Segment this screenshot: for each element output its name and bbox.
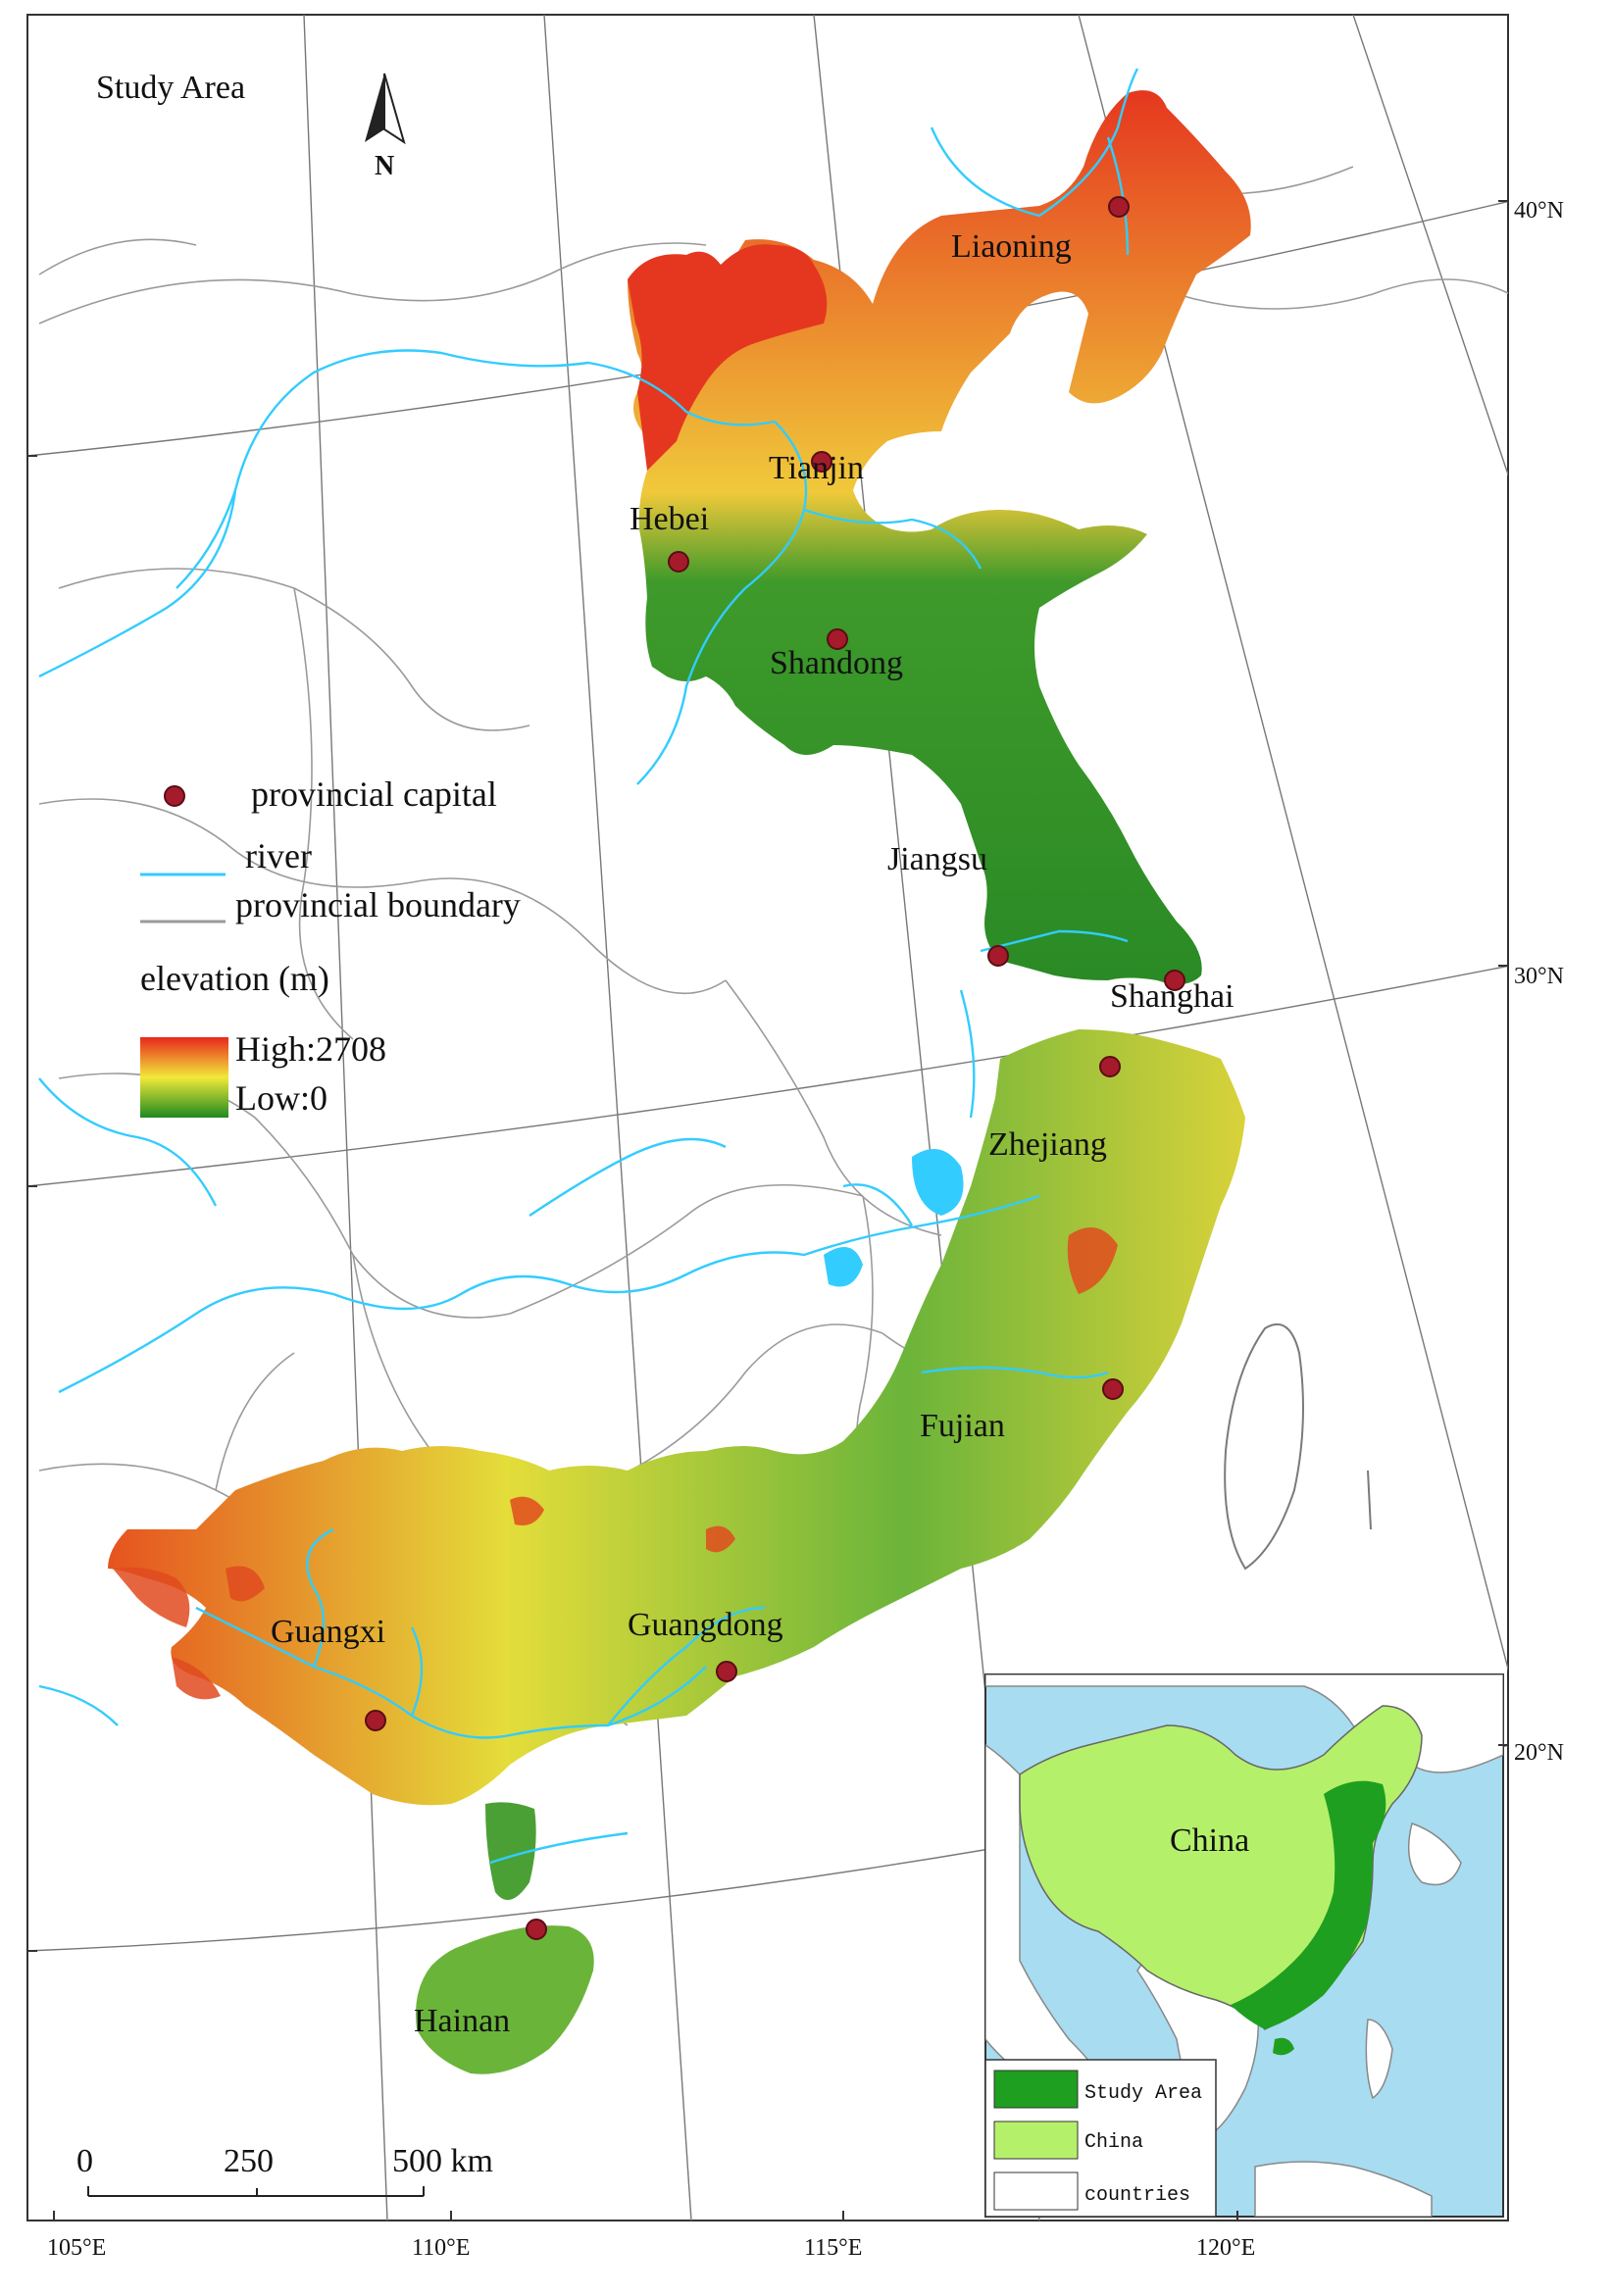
map-legend: provincial capital river provincial boun…: [140, 774, 521, 1118]
province-label-hainan: Hainan: [414, 2003, 510, 2039]
capital-marker: [987, 945, 1009, 967]
province-label-shanghai: Shanghai: [1110, 978, 1234, 1015]
lon-label-110e: 110°E: [412, 2235, 470, 2261]
inset-legend-study-swatch: [993, 2070, 1079, 2109]
scale-bar: 0 250 500 km: [76, 2143, 493, 2197]
north-arrow: N: [365, 73, 406, 181]
inset-legend-study-label: Study Area: [1084, 2082, 1202, 2105]
inset-map: China Study Area China countries: [984, 1673, 1504, 2218]
scale-tick-0: 0: [76, 2143, 93, 2179]
capital-marker: [811, 451, 832, 473]
inset-study-area: [1231, 1780, 1386, 2029]
inset-legend-china-label: China: [1084, 2131, 1143, 2154]
province-label-guangdong: Guangdong: [628, 1607, 783, 1643]
legend-elevation-low: Low:0: [235, 1078, 327, 1118]
north-arrow-label: N: [375, 151, 394, 181]
legend-boundary-label: provincial boundary: [235, 885, 521, 924]
inset-legend-countries-label: countries: [1084, 2184, 1190, 2207]
inset-legend: Study Area China countries: [985, 2059, 1217, 2217]
province-label-tianjin: Tianjin: [769, 450, 864, 486]
legend-capital-symbol: [164, 785, 185, 807]
lat-label-20n: 20°N: [1514, 1740, 1564, 1766]
province-label-guangxi: Guangxi: [271, 1614, 385, 1650]
provincial-capitals: [365, 196, 1185, 1940]
capital-marker: [827, 628, 848, 650]
map-title: Study Area: [96, 70, 245, 106]
legend-river-label: river: [245, 836, 312, 875]
province-label-shandong: Shandong: [770, 645, 903, 681]
province-label-jiangsu: Jiangsu: [887, 841, 987, 877]
capital-marker: [1102, 1378, 1124, 1400]
lon-label-105e: 105°E: [47, 2235, 106, 2261]
province-label-fujian: Fujian: [920, 1408, 1005, 1444]
capital-marker: [526, 1919, 547, 1940]
inset-legend-china-swatch: [993, 2121, 1079, 2160]
study-area-elevation: [108, 90, 1251, 2074]
province-label-liaoning: Liaoning: [951, 228, 1072, 265]
capital-marker: [1099, 1056, 1121, 1077]
lon-label-120e: 120°E: [1196, 2235, 1255, 2261]
province-label-zhejiang: Zhejiang: [988, 1126, 1107, 1163]
legend-capital-label: provincial capital: [251, 774, 497, 814]
inset-legend-countries-swatch: [993, 2171, 1079, 2211]
capital-marker: [1164, 970, 1185, 991]
lat-label-40n: 40°N: [1514, 198, 1564, 224]
scale-tick-250: 250: [224, 2143, 274, 2179]
capital-marker: [1108, 196, 1130, 218]
capital-marker: [716, 1661, 737, 1682]
province-label-hebei: Hebei: [630, 501, 709, 537]
legend-elevation-title: elevation (m): [140, 959, 329, 998]
rivers: [38, 68, 1139, 1865]
offshore-islands: [1224, 1323, 1372, 1571]
legend-elevation-high: High:2708: [235, 1029, 386, 1069]
lakes: [824, 1149, 964, 1287]
lat-label-30n: 30°N: [1514, 964, 1564, 989]
capital-marker: [668, 551, 689, 573]
legend-elevation-ramp: [140, 1037, 228, 1118]
lon-label-115e: 115°E: [804, 2235, 862, 2261]
capital-marker: [365, 1710, 386, 1731]
scale-tick-500: 500 km: [392, 2143, 493, 2179]
inset-china-label: China: [1170, 1822, 1249, 1859]
